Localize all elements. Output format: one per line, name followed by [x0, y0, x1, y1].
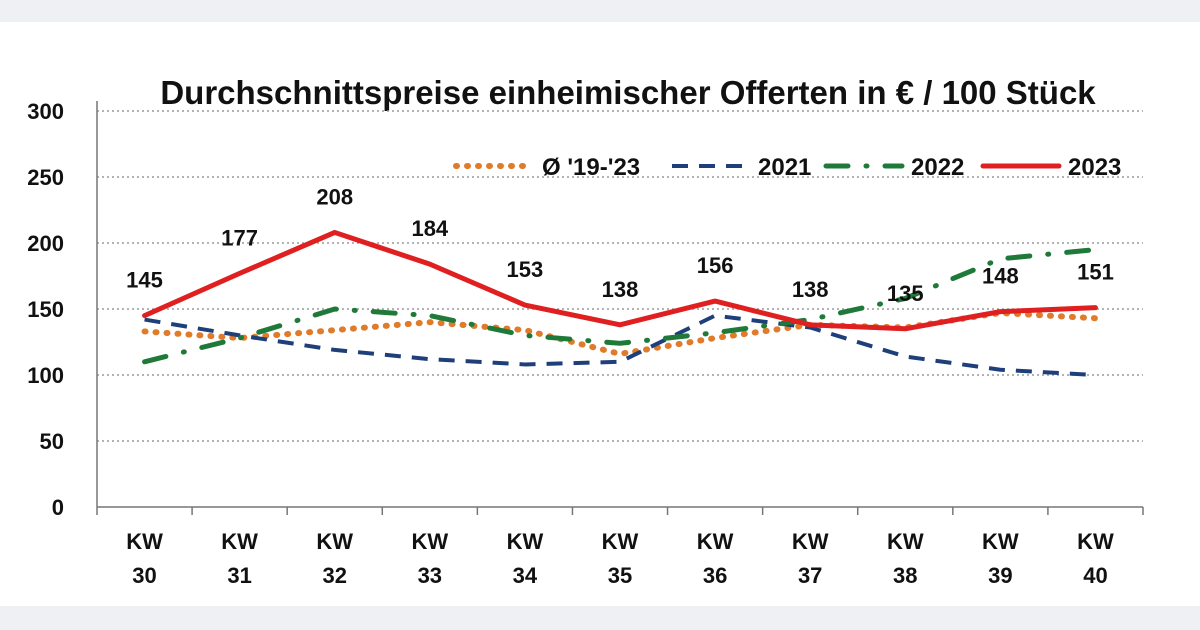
data-label: 145	[126, 268, 163, 293]
y-tick-label: 250	[27, 165, 64, 190]
data-label: 138	[792, 277, 829, 302]
x-tick-label-line: 39	[988, 563, 1012, 588]
x-tick-label: KW 30	[126, 529, 163, 588]
legend-label-1: 2021	[758, 154, 811, 181]
y-tick-label: 200	[27, 231, 64, 256]
x-tick-label: KW 40	[1077, 529, 1114, 588]
data-label: 148	[982, 264, 1019, 289]
x-tick-label-line: 32	[322, 563, 346, 588]
x-tick-label: KW 38	[887, 529, 924, 588]
x-tick-label-line: KW	[1077, 529, 1114, 554]
x-tick-label: KW 33	[411, 529, 448, 588]
legend-label-3: 2023	[1068, 154, 1121, 181]
x-tick-label: KW 34	[507, 529, 544, 588]
x-tick-label: KW 39	[982, 529, 1019, 588]
y-tick-label: 150	[27, 297, 64, 322]
x-tick-label-line: 31	[227, 563, 251, 588]
series-line-1	[144, 313, 1096, 377]
x-tick-label-line: KW	[411, 529, 448, 554]
x-tick-label-line: 34	[513, 563, 538, 588]
x-tick-label: KW 37	[792, 529, 829, 588]
chart-title: Durchschnittspreise einheimischer Offert…	[160, 74, 1096, 111]
data-label: 135	[887, 281, 924, 306]
x-tick-label-line: KW	[887, 529, 924, 554]
data-label: 184	[411, 216, 448, 241]
x-tick-label: KW 32	[316, 529, 353, 588]
x-tick-label-line: 33	[418, 563, 442, 588]
x-tick-label: KW 31	[221, 529, 258, 588]
data-label: 208	[316, 184, 353, 209]
y-tick-label: 50	[40, 429, 64, 454]
series-lines	[141, 229, 1099, 377]
x-tick-label-line: 37	[798, 563, 822, 588]
x-tick-label-line: KW	[982, 529, 1019, 554]
x-tick-label-line: 36	[703, 563, 727, 588]
y-tick-label: 300	[27, 99, 64, 124]
data-label: 151	[1077, 260, 1114, 285]
data-label: 153	[507, 257, 544, 282]
grid-lines	[97, 110, 1143, 442]
x-tick-label-line: KW	[126, 529, 163, 554]
data-labels: 145 177 208 184 153 138 156 138 135 148 151	[126, 184, 1114, 305]
x-tick-label-line: KW	[316, 529, 353, 554]
x-tick-label-line: 38	[893, 563, 917, 588]
series-line-3	[142, 229, 1098, 332]
x-tick-label-line: KW	[792, 529, 829, 554]
data-label: 156	[697, 253, 734, 278]
series-line-2	[142, 247, 1098, 365]
line-chart: Durchschnittspreise einheimischer Offert…	[27, 74, 1144, 588]
data-label: 138	[602, 277, 639, 302]
x-tick-label-line: KW	[697, 529, 734, 554]
x-tick-label-line: KW	[507, 529, 544, 554]
chart-frame: Durchschnittspreise einheimischer Offert…	[0, 22, 1200, 606]
legend: Ø '19-'23 2021 2022 2023	[453, 154, 1121, 181]
y-tick-label: 0	[52, 495, 64, 520]
legend-label-2: 2022	[911, 154, 964, 181]
y-tick-label: 100	[27, 363, 64, 388]
x-tick-label-line: 40	[1083, 563, 1107, 588]
data-label: 177	[221, 225, 258, 250]
x-tick-label: KW 36	[697, 529, 734, 588]
x-tick-label-line: KW	[602, 529, 639, 554]
legend-label-0: Ø '19-'23	[542, 154, 640, 181]
x-tick-label-line: 30	[132, 563, 156, 588]
x-tick-label: KW 35	[602, 529, 639, 588]
x-tick-label-line: KW	[221, 529, 258, 554]
x-tick-label-line: 35	[608, 563, 632, 588]
